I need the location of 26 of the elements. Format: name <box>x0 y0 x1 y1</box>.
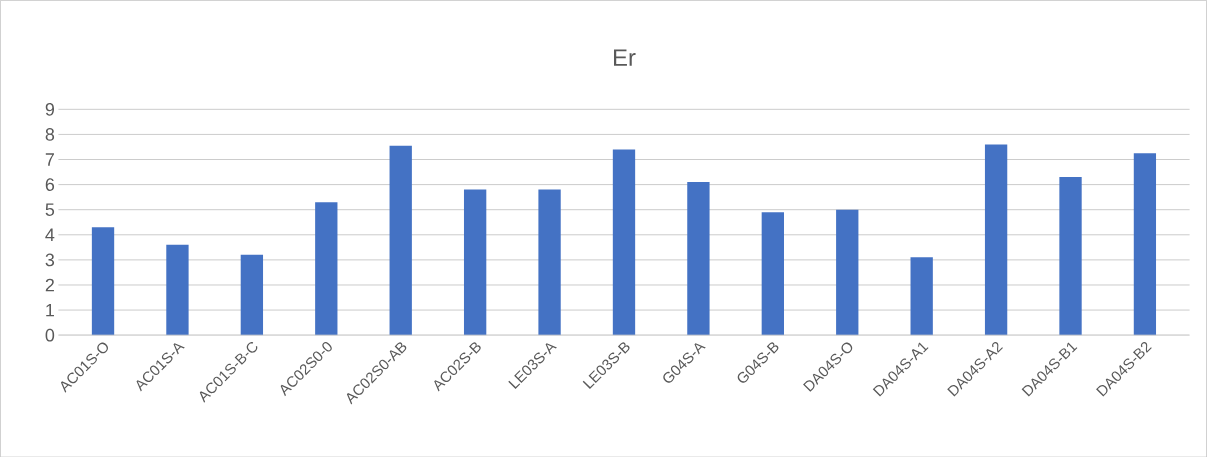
y-tick-label: 6 <box>45 178 55 191</box>
bar <box>910 257 933 335</box>
bar <box>761 211 784 335</box>
y-tick-label: 3 <box>45 253 55 266</box>
y-tick-label: 8 <box>45 127 55 141</box>
y-tick-label: 0 <box>45 328 55 342</box>
y-tick-label: 7 <box>45 153 54 166</box>
bar <box>538 189 561 335</box>
chart-title: Er <box>614 49 636 66</box>
bar <box>91 227 115 335</box>
bar <box>984 144 1008 335</box>
bar <box>240 254 264 335</box>
bar <box>612 149 636 335</box>
bar <box>836 209 859 335</box>
bar <box>315 201 338 335</box>
y-tick-label: 5 <box>45 203 55 216</box>
bar <box>687 181 710 335</box>
bar <box>1059 176 1082 335</box>
bar <box>463 189 487 335</box>
bar <box>389 145 412 335</box>
y-tick-label: 1 <box>46 303 54 316</box>
y-tick-label: 4 <box>45 228 55 241</box>
bar <box>166 244 189 335</box>
y-tick-label: 9 <box>45 102 55 116</box>
y-tick-label: 2 <box>45 278 54 291</box>
bar <box>1133 153 1157 335</box>
